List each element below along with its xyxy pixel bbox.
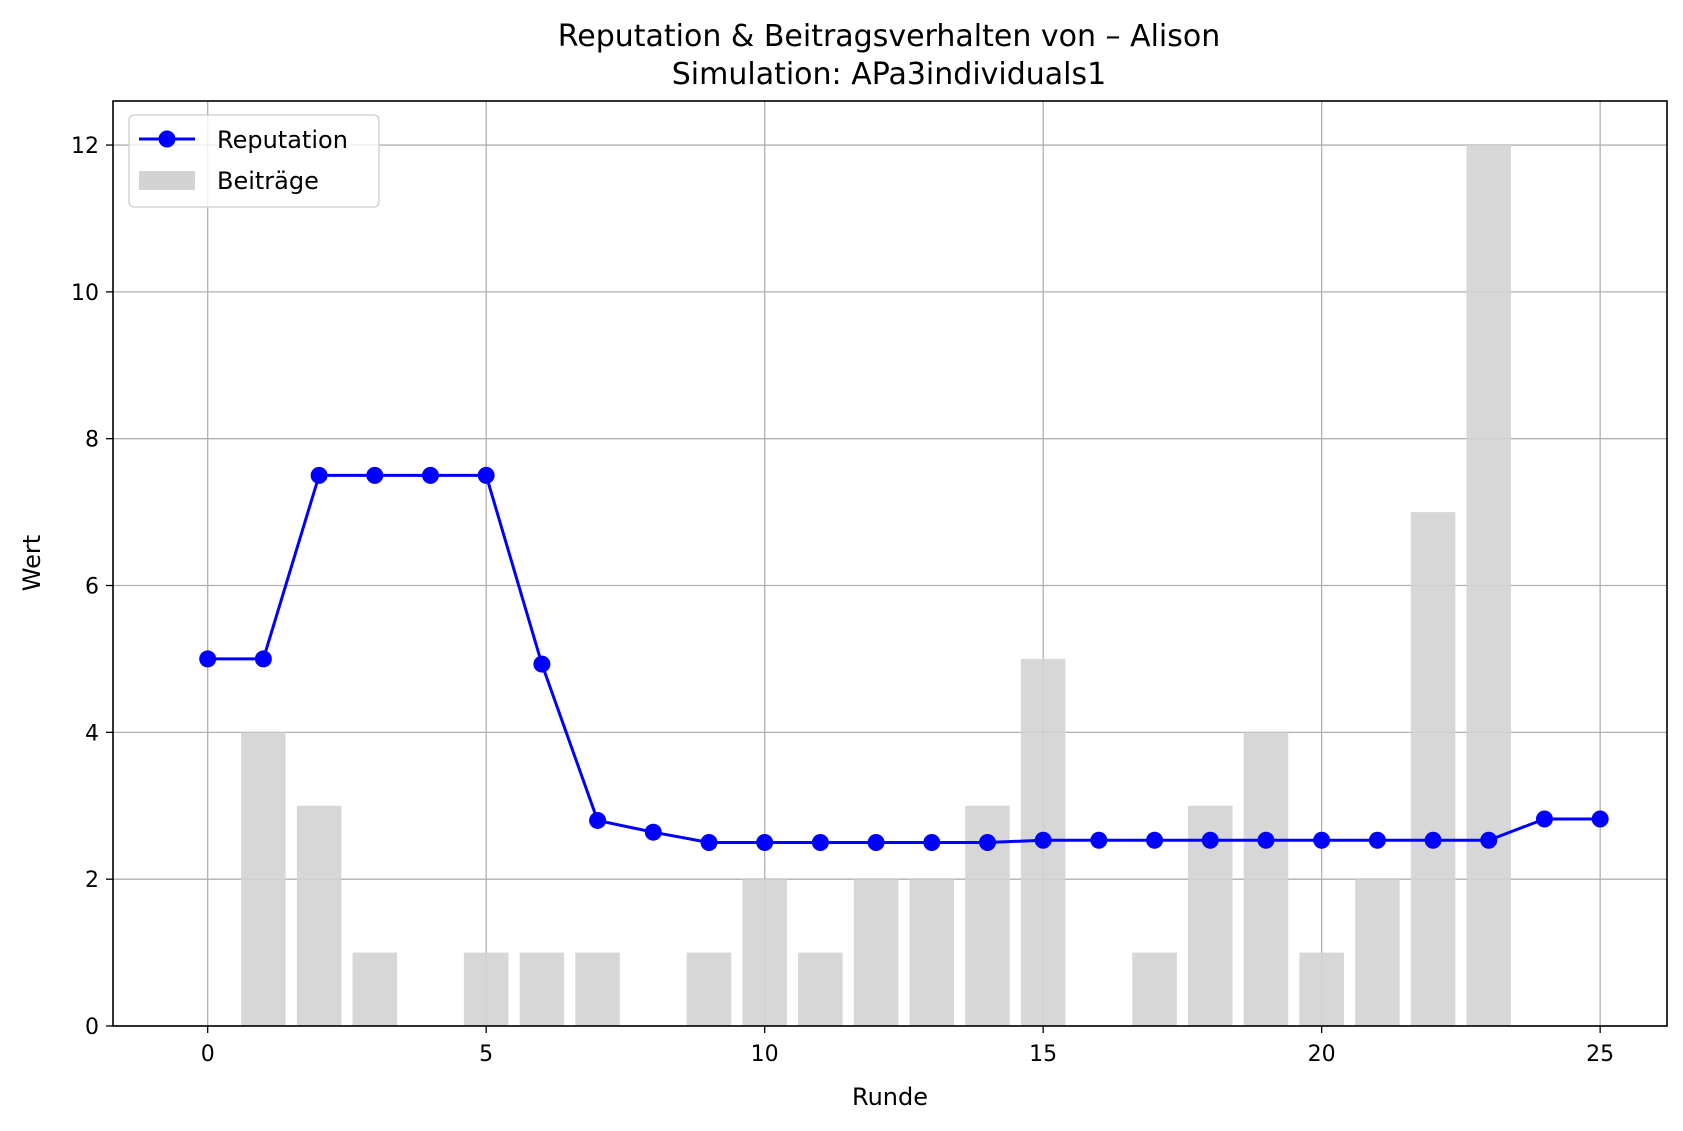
bar-round-22 (1410, 512, 1456, 1026)
reputation-point-10 (756, 833, 774, 851)
y-tick-label-6: 6 (85, 575, 99, 600)
bar-round-3 (352, 952, 398, 1026)
bar-round-20 (1299, 952, 1344, 1026)
x-tick-label-10: 10 (751, 1042, 779, 1067)
bar-round-9 (686, 952, 732, 1026)
reputation-point-13 (923, 833, 941, 851)
reputation-point-5 (477, 466, 495, 484)
y-tick-label-0: 0 (85, 1015, 99, 1040)
reputation-point-7 (589, 811, 607, 829)
reputation-point-23 (1480, 831, 1498, 849)
bar-round-17 (1132, 952, 1177, 1026)
y-tick-label-2: 2 (85, 868, 99, 893)
y-tick-label-8: 8 (85, 428, 99, 453)
reputation-point-19 (1257, 831, 1275, 849)
bar-round-6 (519, 952, 565, 1026)
legend-bar-swatch (139, 171, 195, 190)
reputation-point-18 (1201, 831, 1219, 849)
bar-round-23 (1466, 145, 1512, 1027)
bar-round-12 (853, 879, 899, 1026)
reputation-point-8 (644, 823, 662, 841)
reputation-point-22 (1424, 831, 1442, 849)
y-tick-label-4: 4 (85, 721, 99, 746)
reputation-point-16 (1090, 831, 1108, 849)
plot-frame (112, 100, 1668, 1027)
reputation-point-1 (254, 650, 272, 668)
bar-round-2 (296, 805, 342, 1026)
reputation-point-12 (867, 833, 885, 851)
chart-title: Reputation & Beitragsverhalten von – Ali… (558, 19, 1221, 54)
grid (113, 101, 1667, 1027)
x-tick-label-15: 15 (1029, 1042, 1057, 1067)
y-tick-label-10: 10 (71, 281, 99, 306)
reputation-point-15 (1034, 831, 1052, 849)
x-axis-label: Runde (852, 1083, 928, 1111)
reputation-point-14 (978, 833, 996, 851)
bar-round-21 (1355, 879, 1400, 1026)
reputation-point-9 (700, 833, 718, 851)
x-tick-label-25: 25 (1586, 1042, 1614, 1067)
bar-round-1 (241, 732, 286, 1026)
reputation-point-3 (366, 466, 384, 484)
reputation-point-17 (1146, 831, 1164, 849)
bar-round-19 (1243, 732, 1289, 1026)
legend: Reputation Beiträge (128, 114, 380, 208)
reputation-point-11 (811, 833, 829, 851)
bar-round-7 (575, 952, 620, 1026)
reputation-point-20 (1313, 831, 1331, 849)
x-tick-label-5: 5 (479, 1042, 493, 1067)
axis-ticks: 0 5 10 15 20 25 0 2 4 6 8 10 12 (71, 134, 1614, 1067)
bar-round-11 (798, 952, 843, 1026)
x-tick-label-20: 20 (1308, 1042, 1336, 1067)
reputation-point-2 (310, 466, 328, 484)
reputation-line (207, 473, 1601, 844)
y-tick-label-12: 12 (71, 134, 99, 159)
reputation-point-21 (1368, 831, 1386, 849)
reputation-point-25 (1591, 810, 1609, 828)
reputation-point-4 (421, 466, 439, 484)
reputation-point-0 (199, 650, 217, 668)
y-axis-label: Wert (18, 535, 46, 591)
line-series (199, 466, 1609, 851)
bar-round-10 (742, 879, 787, 1026)
bar-round-5 (463, 952, 509, 1026)
bar-round-13 (909, 879, 955, 1026)
legend-marker-swatch (158, 130, 176, 148)
chart-subtitle: Simulation: APa3individuals1 (672, 57, 1107, 92)
reputation-point-6 (533, 655, 551, 673)
x-tick-label-0: 0 (201, 1042, 215, 1067)
reputation-point-24 (1535, 810, 1553, 828)
legend-label-beitraege: Beiträge (217, 167, 319, 195)
legend-label-reputation: Reputation (217, 126, 348, 154)
